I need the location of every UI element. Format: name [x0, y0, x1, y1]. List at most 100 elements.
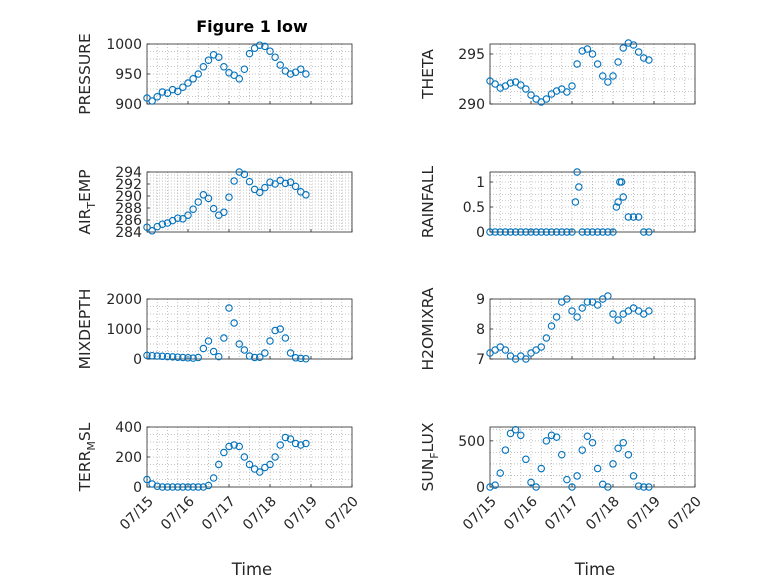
- data-point: [639, 54, 648, 62]
- data-point: [199, 191, 208, 199]
- data-point: [291, 354, 300, 362]
- data-point: [189, 205, 197, 213]
- data-point: [230, 319, 238, 327]
- data-point: [261, 42, 269, 51]
- data-point: [225, 442, 233, 451]
- data-point: [215, 460, 223, 469]
- data-point: [286, 70, 295, 78]
- data-point: [286, 349, 295, 357]
- data-point: [271, 53, 279, 61]
- data-point: [194, 70, 203, 78]
- data-point: [491, 228, 499, 236]
- data-point: [163, 483, 172, 491]
- data-point: [245, 460, 254, 469]
- x-tick-label: 07/19: [624, 494, 664, 534]
- data-point: [168, 483, 177, 491]
- data-point: [588, 228, 597, 236]
- y-tick-label: 9: [476, 292, 485, 308]
- y-tick-label: 284: [115, 225, 142, 241]
- data-point: [522, 85, 530, 93]
- data-point: [184, 354, 192, 362]
- data-point: [286, 435, 295, 443]
- data-point: [573, 168, 581, 176]
- data-point: [179, 215, 187, 223]
- data-point: [496, 84, 504, 92]
- data-point: [255, 41, 264, 49]
- subplot-5: 0 1000 2000 MIXDEPTH: [76, 289, 353, 369]
- data-point: [271, 326, 279, 335]
- y-tick-label: 2000: [106, 292, 142, 308]
- data-point: [302, 439, 310, 448]
- data-point: [527, 91, 535, 99]
- data-point: [629, 41, 638, 49]
- data-point: [194, 483, 203, 491]
- y-tick-label: 1: [476, 175, 485, 191]
- data-point: [516, 81, 525, 89]
- data-point: [522, 228, 530, 236]
- data-point: [291, 439, 300, 448]
- data-point: [158, 483, 167, 491]
- y-tick-label: 400: [115, 420, 142, 436]
- data-point: [215, 53, 223, 61]
- data-point: [276, 441, 284, 449]
- y-tick-label: 0: [133, 480, 142, 496]
- y-tick-label: 295: [458, 47, 485, 63]
- data-point: [552, 228, 561, 236]
- data-point: [619, 193, 627, 201]
- data-point: [527, 478, 535, 487]
- subplot-6: 7 8 9 H2OMIXRA: [419, 287, 696, 371]
- data-point: [557, 228, 566, 236]
- data-point: [573, 472, 581, 480]
- data-point: [225, 193, 233, 201]
- data-point: [578, 228, 586, 236]
- data-point: [184, 483, 192, 491]
- data-point: [281, 179, 290, 188]
- data-point: [179, 83, 187, 91]
- data-point: [296, 354, 305, 363]
- data-point: [209, 474, 218, 482]
- axes-box: [489, 426, 696, 488]
- data-point: [296, 441, 305, 449]
- data-point: [261, 183, 269, 192]
- data-point: [199, 483, 208, 491]
- data-point: [619, 438, 627, 447]
- data-point: [153, 93, 162, 101]
- y-axis-label: H2OMIXRA: [419, 287, 437, 370]
- data-point: [557, 450, 566, 459]
- data-point: [583, 432, 592, 440]
- data-point: [609, 72, 617, 80]
- data-point: [568, 228, 576, 236]
- data-point: [291, 182, 300, 191]
- data-point: [143, 223, 151, 231]
- data-point: [245, 177, 254, 186]
- x-tick-label: 07/15: [460, 494, 500, 534]
- data-point: [174, 353, 182, 361]
- data-point: [537, 464, 545, 473]
- data-point: [575, 183, 583, 191]
- data-point: [624, 213, 633, 221]
- y-tick-label: 290: [115, 189, 142, 205]
- data-point: [645, 483, 653, 491]
- data-point: [255, 353, 264, 361]
- data-point: [148, 227, 156, 235]
- data-point: [261, 349, 269, 357]
- data-point: [266, 337, 274, 345]
- data-point: [612, 203, 621, 211]
- data-point: [235, 340, 244, 348]
- data-point: [148, 97, 156, 105]
- data-point: [240, 65, 249, 73]
- data-point: [547, 228, 556, 236]
- data-point: [194, 353, 203, 362]
- data-point: [235, 442, 244, 451]
- data-point: [153, 352, 162, 360]
- y-axis-label: THETA: [419, 49, 437, 100]
- data-point: [624, 450, 633, 459]
- x-axis-label-right: Time: [574, 560, 615, 579]
- data-point: [255, 188, 264, 197]
- data-point: [204, 56, 213, 64]
- data-point: [583, 298, 592, 306]
- subplot-2: 290 295 THETA: [419, 39, 696, 113]
- data-point: [184, 79, 192, 87]
- data-point: [542, 228, 551, 236]
